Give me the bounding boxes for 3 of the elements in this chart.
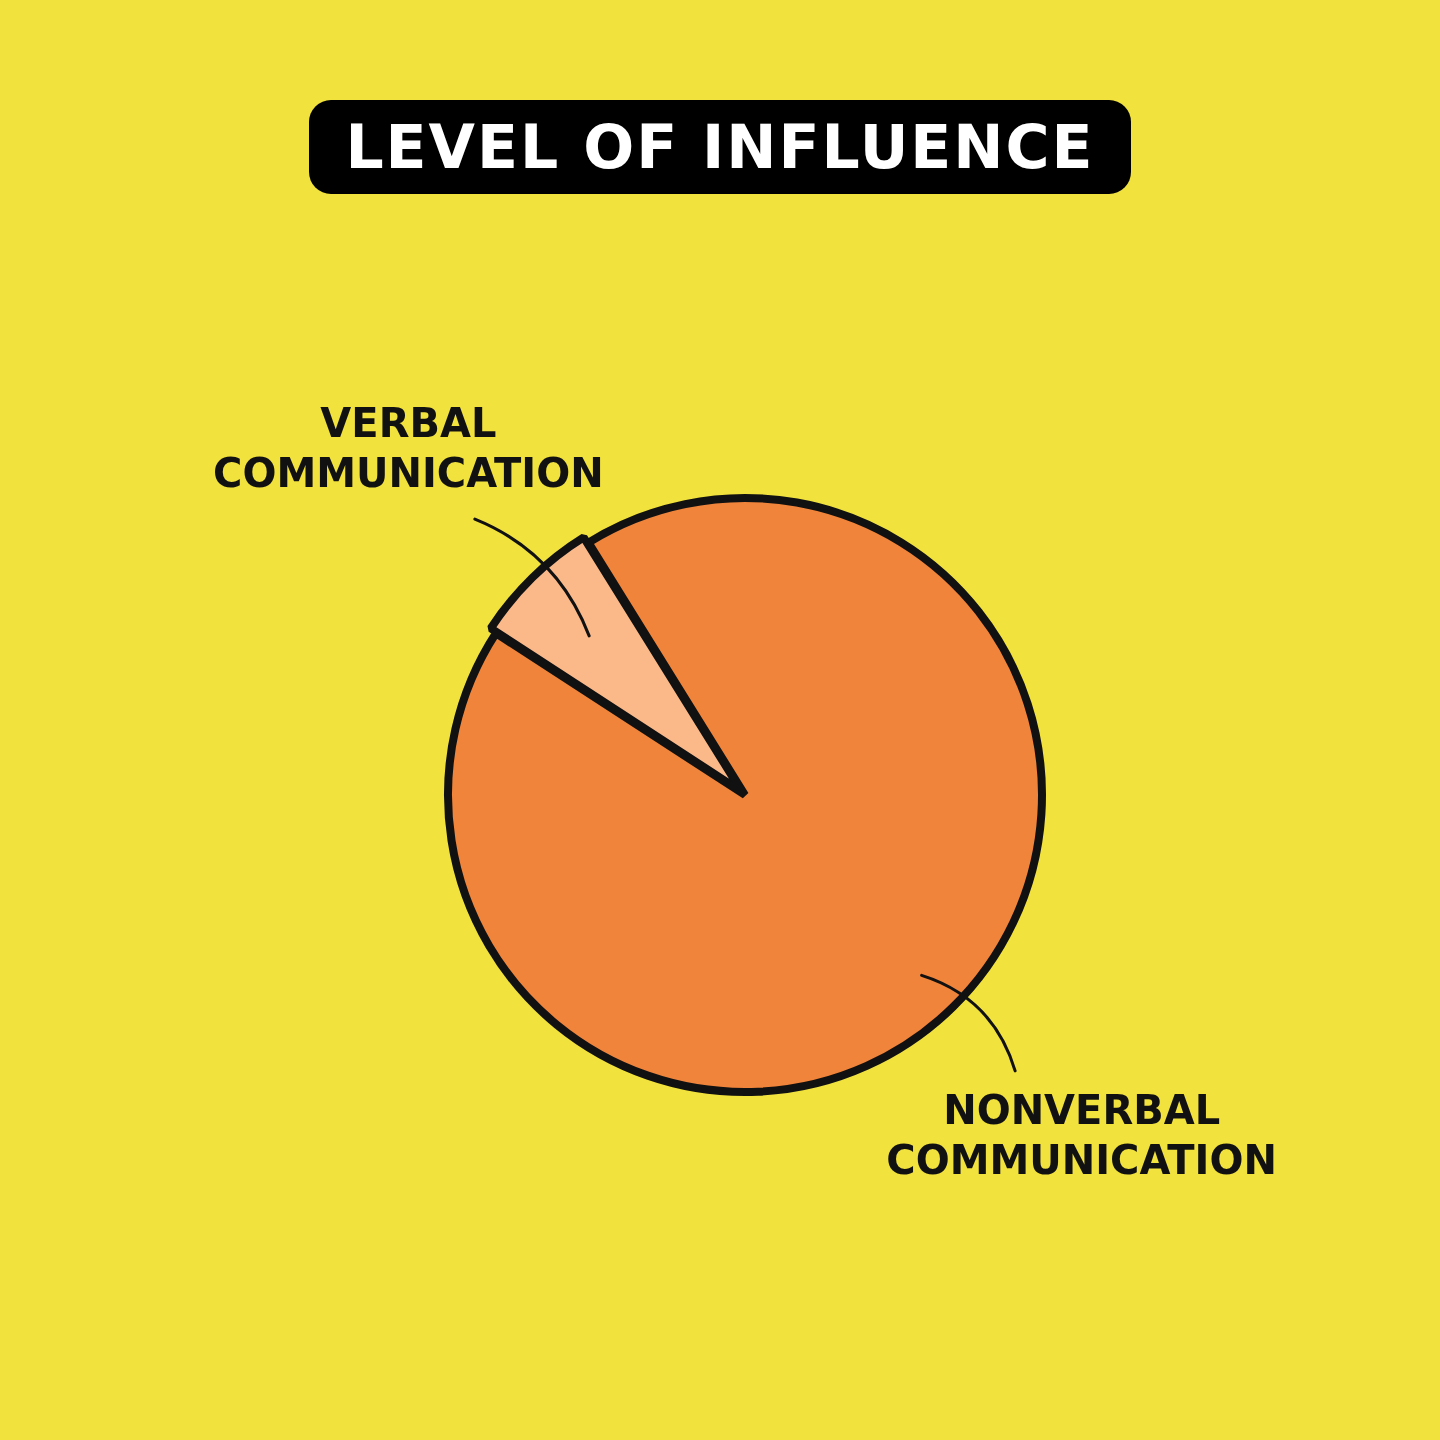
slice-label: NONVERBAL COMMUNICATION: [886, 1087, 1277, 1184]
chart-title: LEVEL OF INFLUENCE: [309, 100, 1131, 194]
slice-label: VERBAL COMMUNICATION: [213, 399, 604, 496]
